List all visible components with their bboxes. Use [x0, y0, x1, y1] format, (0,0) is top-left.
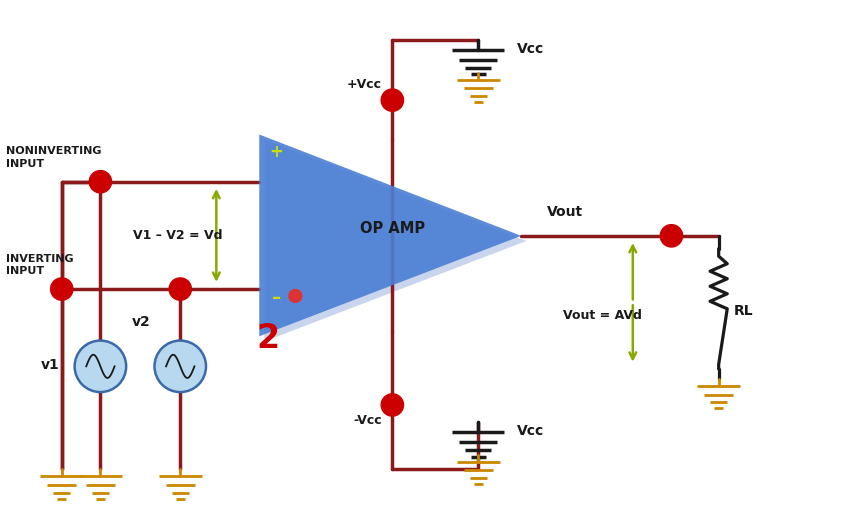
Text: Vout: Vout: [546, 205, 582, 219]
Circle shape: [90, 170, 111, 193]
Polygon shape: [264, 140, 526, 341]
Circle shape: [288, 290, 301, 303]
Text: Vout = AVd: Vout = AVd: [562, 309, 641, 322]
Text: NONINVERTING
INPUT: NONINVERTING INPUT: [6, 147, 102, 169]
Text: -Vcc: -Vcc: [353, 414, 381, 427]
Circle shape: [381, 394, 403, 416]
Circle shape: [75, 340, 126, 392]
Text: Vcc: Vcc: [517, 41, 543, 55]
Text: v1: v1: [41, 357, 60, 371]
Circle shape: [169, 278, 191, 300]
Text: 2: 2: [256, 322, 279, 354]
Text: +Vcc: +Vcc: [347, 78, 381, 91]
Text: V1 – V2 = Vd: V1 – V2 = Vd: [133, 229, 222, 242]
Circle shape: [51, 278, 73, 300]
Circle shape: [154, 340, 206, 392]
Text: OP AMP: OP AMP: [359, 222, 424, 236]
Text: Vcc: Vcc: [517, 424, 543, 438]
Polygon shape: [259, 135, 521, 336]
Text: RL: RL: [734, 304, 753, 318]
Circle shape: [660, 225, 682, 247]
Text: –: –: [271, 289, 281, 307]
Text: INVERTING
INPUT: INVERTING INPUT: [6, 254, 73, 276]
Text: v2: v2: [132, 315, 151, 329]
Text: +: +: [269, 142, 283, 161]
Circle shape: [381, 89, 403, 111]
